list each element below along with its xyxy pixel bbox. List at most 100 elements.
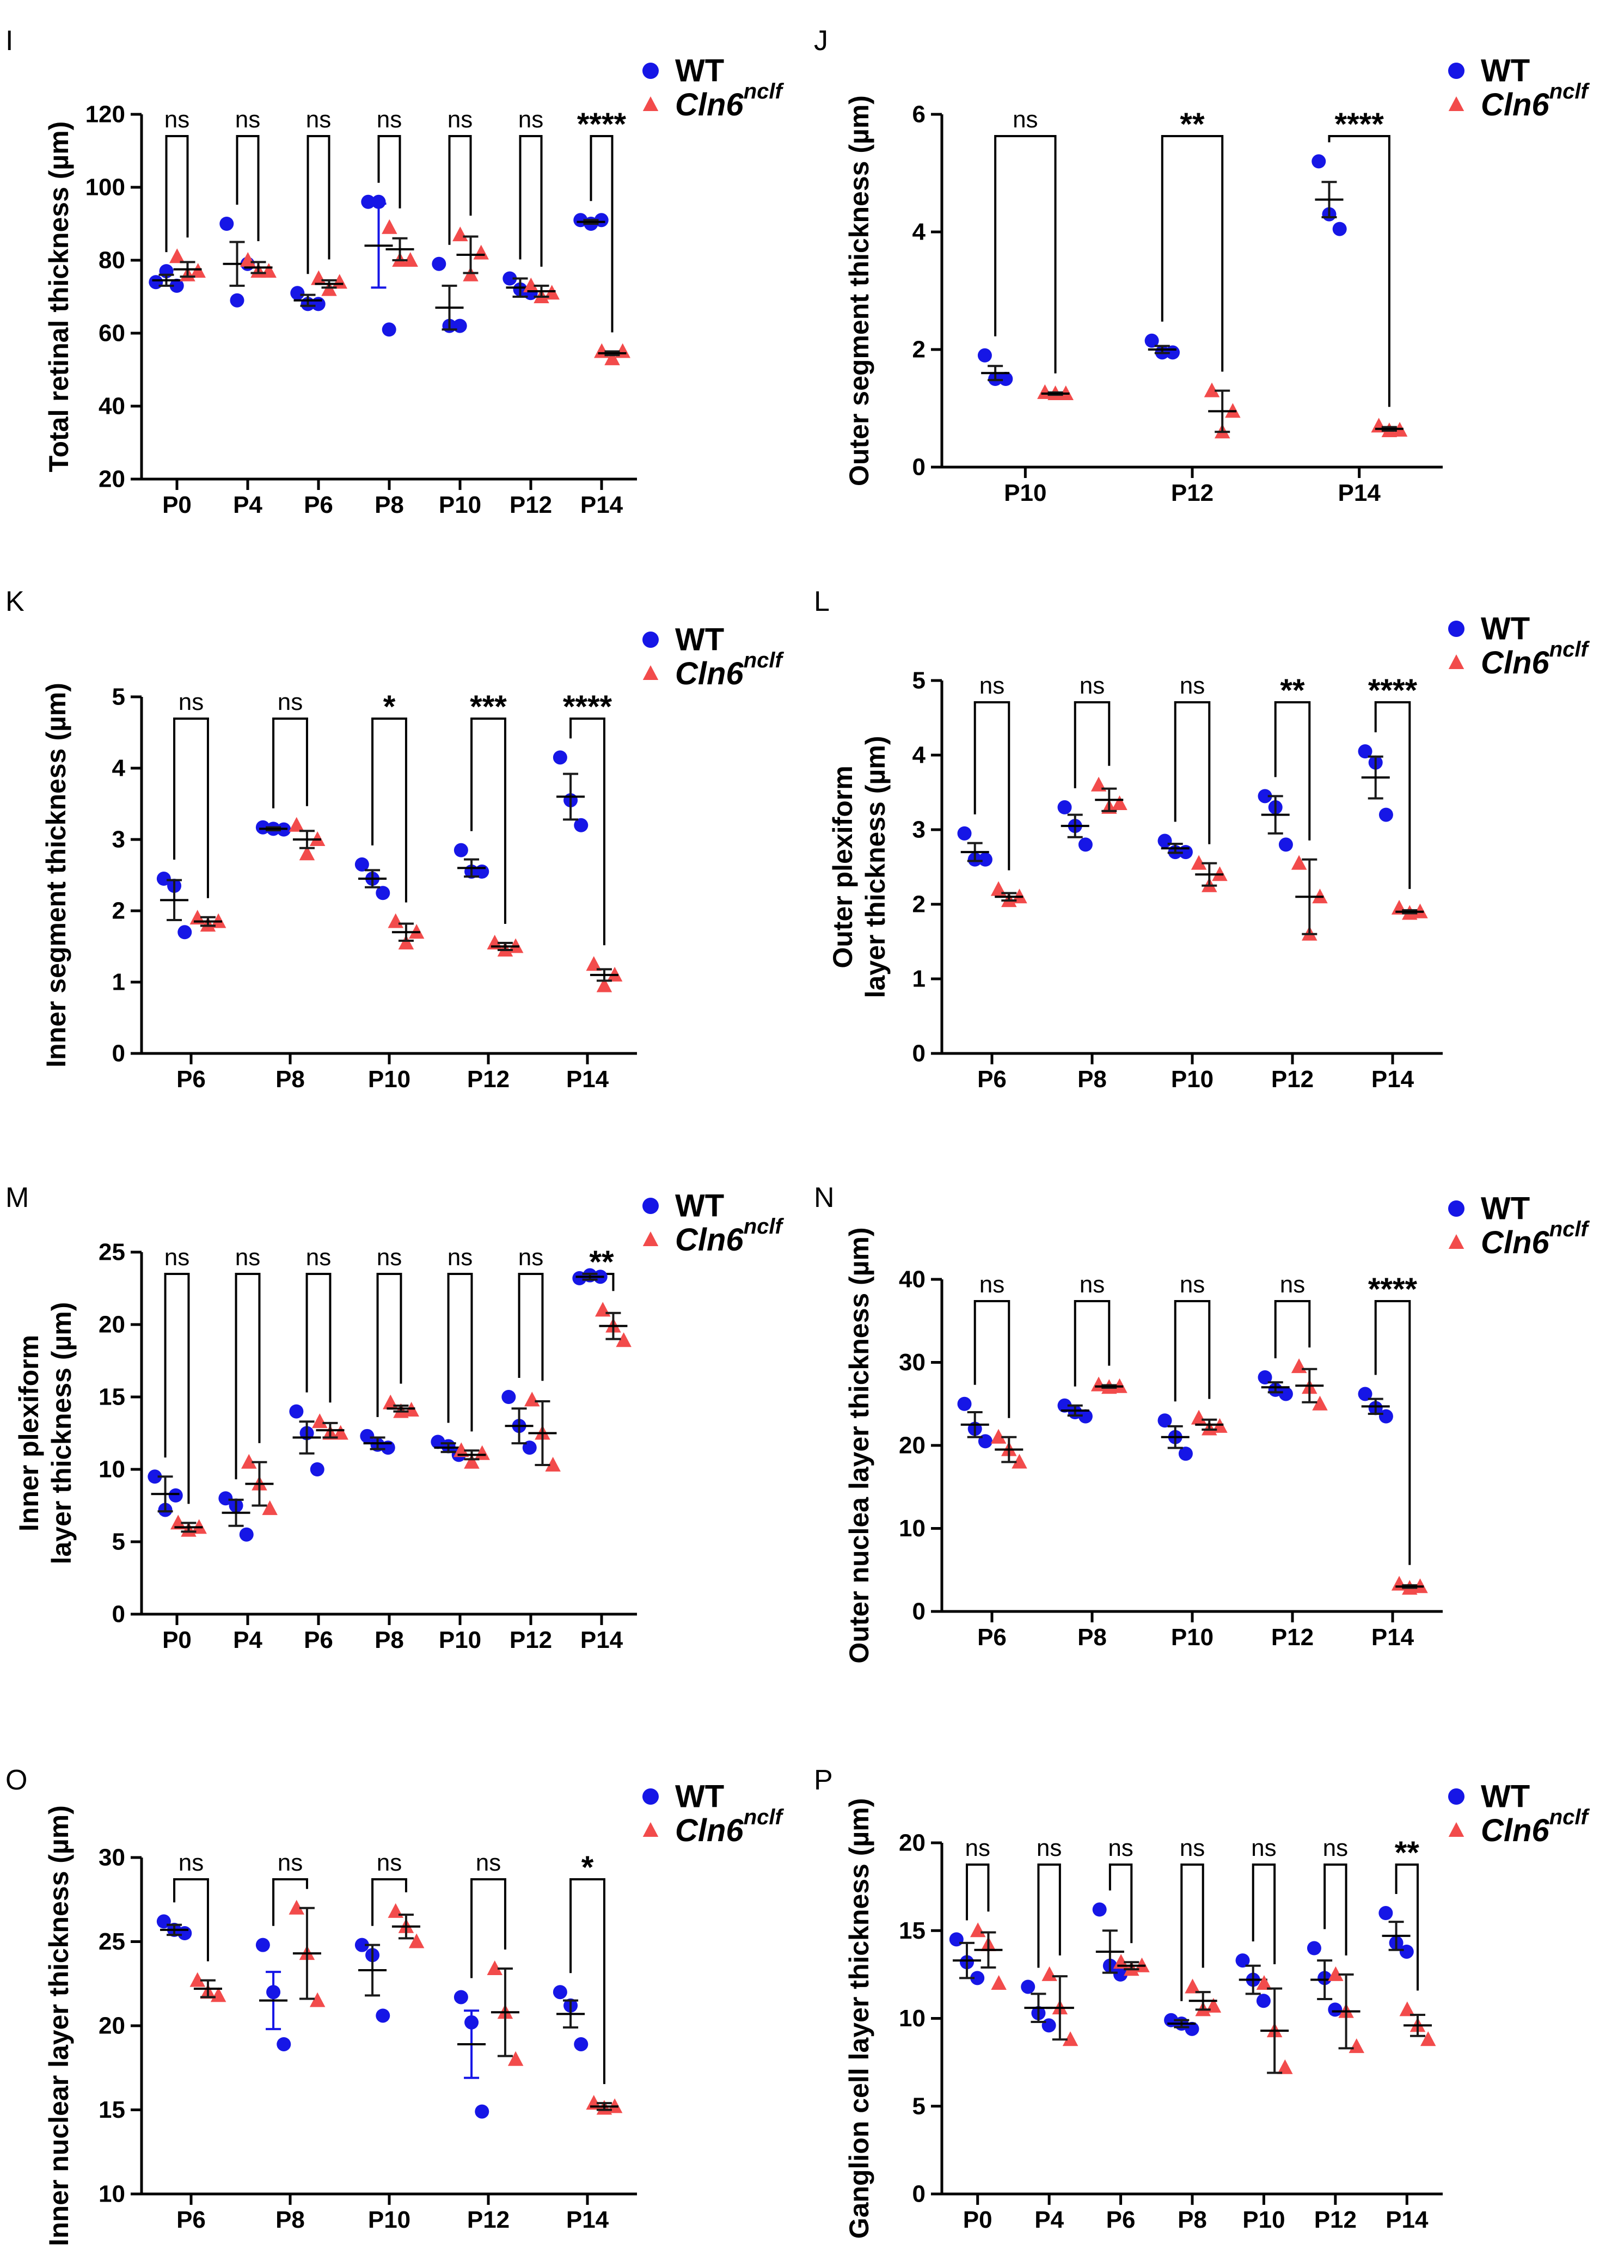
x-tick-label: P12	[1314, 2206, 1357, 2233]
y-tick-label: 0	[912, 2181, 926, 2208]
mutant-data-point	[398, 934, 414, 949]
legend-wt-label: WT	[675, 622, 724, 658]
wt-data-point	[169, 278, 184, 293]
significance-label: ns	[965, 1835, 990, 1861]
x-tick-label: P10	[1171, 1624, 1214, 1651]
wt-data-point	[1399, 1944, 1414, 1959]
y-tick-label: 120	[85, 101, 125, 128]
x-tick-label: P4	[233, 1627, 262, 1653]
wt-data-point	[1057, 800, 1072, 814]
wt-data-point	[1328, 2002, 1343, 2017]
mutant-data-point	[1256, 1975, 1272, 1990]
legend-mutant-superscript: nclf	[1549, 638, 1590, 661]
mutant-data-point	[241, 1454, 257, 1469]
mutant-data-point	[408, 1933, 425, 1948]
significance-label: *	[581, 1850, 594, 1885]
x-tick-label: P12	[467, 1066, 510, 1093]
significance-bracket	[569, 718, 605, 946]
wt-data-point	[1078, 837, 1093, 852]
y-axis-label: Outer segment thickness (µm)	[844, 95, 874, 486]
mutant-data-point	[604, 350, 620, 365]
mutant-data-point	[596, 977, 612, 992]
mutant-data-point	[262, 1500, 278, 1515]
significance-bracket	[272, 718, 308, 808]
legend-mutant-base: Cln6	[1481, 645, 1549, 681]
legend-wt-marker	[1448, 1788, 1464, 1805]
x-tick-label: P0	[162, 1627, 192, 1653]
y-tick-label: 10	[899, 1515, 926, 1542]
mutant-data-point	[487, 1960, 502, 1975]
panel-label: L	[814, 586, 830, 617]
y-tick-label: 5	[912, 2093, 926, 2119]
significance-bracket	[1395, 1864, 1419, 1991]
x-tick-label: P12	[467, 2206, 510, 2233]
y-tick-label: 40	[99, 393, 125, 420]
wt-data-point	[1157, 833, 1172, 848]
wt-data-point	[502, 271, 517, 286]
legend-wt-label: WT	[675, 1779, 724, 1815]
x-tick-label: P10	[368, 2206, 410, 2233]
mutant-data-point	[169, 248, 185, 263]
significance-label: ns	[476, 1849, 501, 1876]
mutant-data-point	[452, 226, 468, 242]
y-tick-label: 25	[99, 1928, 125, 1955]
significance-bracket	[164, 1273, 190, 1504]
y-tick-label: 1	[912, 966, 926, 992]
wt-data-point	[177, 1926, 192, 1941]
significance-label: ****	[577, 107, 627, 142]
significance-label: ns	[179, 1849, 204, 1876]
significance-bracket	[1274, 701, 1311, 841]
significance-bracket	[1374, 1300, 1411, 1565]
wt-data-point	[1185, 2021, 1199, 2036]
y-tick-label: 6	[912, 101, 926, 128]
wt-data-point	[1378, 807, 1393, 822]
wt-data-point	[1235, 1953, 1250, 1968]
significance-bracket	[973, 701, 1010, 871]
legend-mutant-superscript: nclf	[744, 648, 785, 672]
significance-bracket	[376, 1273, 402, 1417]
wt-data-point	[311, 297, 326, 311]
x-tick-label: P12	[1171, 480, 1214, 506]
legend-mutant-marker	[1448, 654, 1464, 669]
y-axis-label: Outer nuclea layer thickness (µm)	[844, 1227, 874, 1663]
wt-data-point	[1078, 1409, 1093, 1424]
x-tick-label: P6	[304, 1627, 333, 1653]
significance-bracket	[307, 135, 330, 274]
legend-mutant-base: Cln6	[1481, 1225, 1549, 1260]
x-tick-label: P4	[1034, 2206, 1064, 2233]
significance-label: ns	[164, 106, 189, 133]
wt-data-point	[360, 1429, 375, 1443]
significance-bracket	[377, 135, 401, 209]
significance-bracket	[235, 1273, 261, 1480]
significance-bracket	[518, 1273, 544, 1381]
significance-label: ns	[518, 1244, 543, 1271]
legend-mutant-label: Cln6nclf	[675, 648, 784, 691]
y-axis-label: Inner nuclear layer thickness (µm)	[44, 1805, 74, 2246]
legend-wt-label: WT	[1481, 611, 1530, 647]
wt-data-point	[290, 286, 305, 301]
legend-mutant-marker	[642, 1822, 659, 1837]
significance-label: ****	[1368, 1272, 1418, 1307]
mutant-data-point	[1041, 1966, 1057, 1981]
significance-label: ns	[1180, 672, 1205, 699]
wt-data-point	[1358, 1387, 1372, 1401]
wt-data-point	[230, 293, 244, 308]
significance-bracket	[305, 1273, 332, 1403]
significance-bracket	[590, 135, 614, 333]
y-axis-label: Inner plexiform	[14, 1335, 44, 1531]
significance-label: ns	[1080, 1271, 1105, 1298]
significance-bracket	[1037, 1864, 1061, 1968]
significance-label: ns	[306, 1244, 331, 1271]
panel-label: O	[5, 1764, 27, 1796]
x-tick-label: P0	[162, 492, 192, 518]
mutant-data-point	[1191, 855, 1207, 870]
wt-data-point	[1278, 1387, 1293, 1401]
legend-mutant-marker	[642, 96, 659, 111]
wt-data-point	[376, 2008, 390, 2023]
mutant-data-point	[454, 1442, 469, 1457]
y-tick-label: 20	[99, 1311, 125, 1338]
mutant-data-point	[402, 252, 418, 267]
y-tick-label: 80	[99, 247, 125, 274]
y-tick-label: 40	[899, 1266, 926, 1293]
